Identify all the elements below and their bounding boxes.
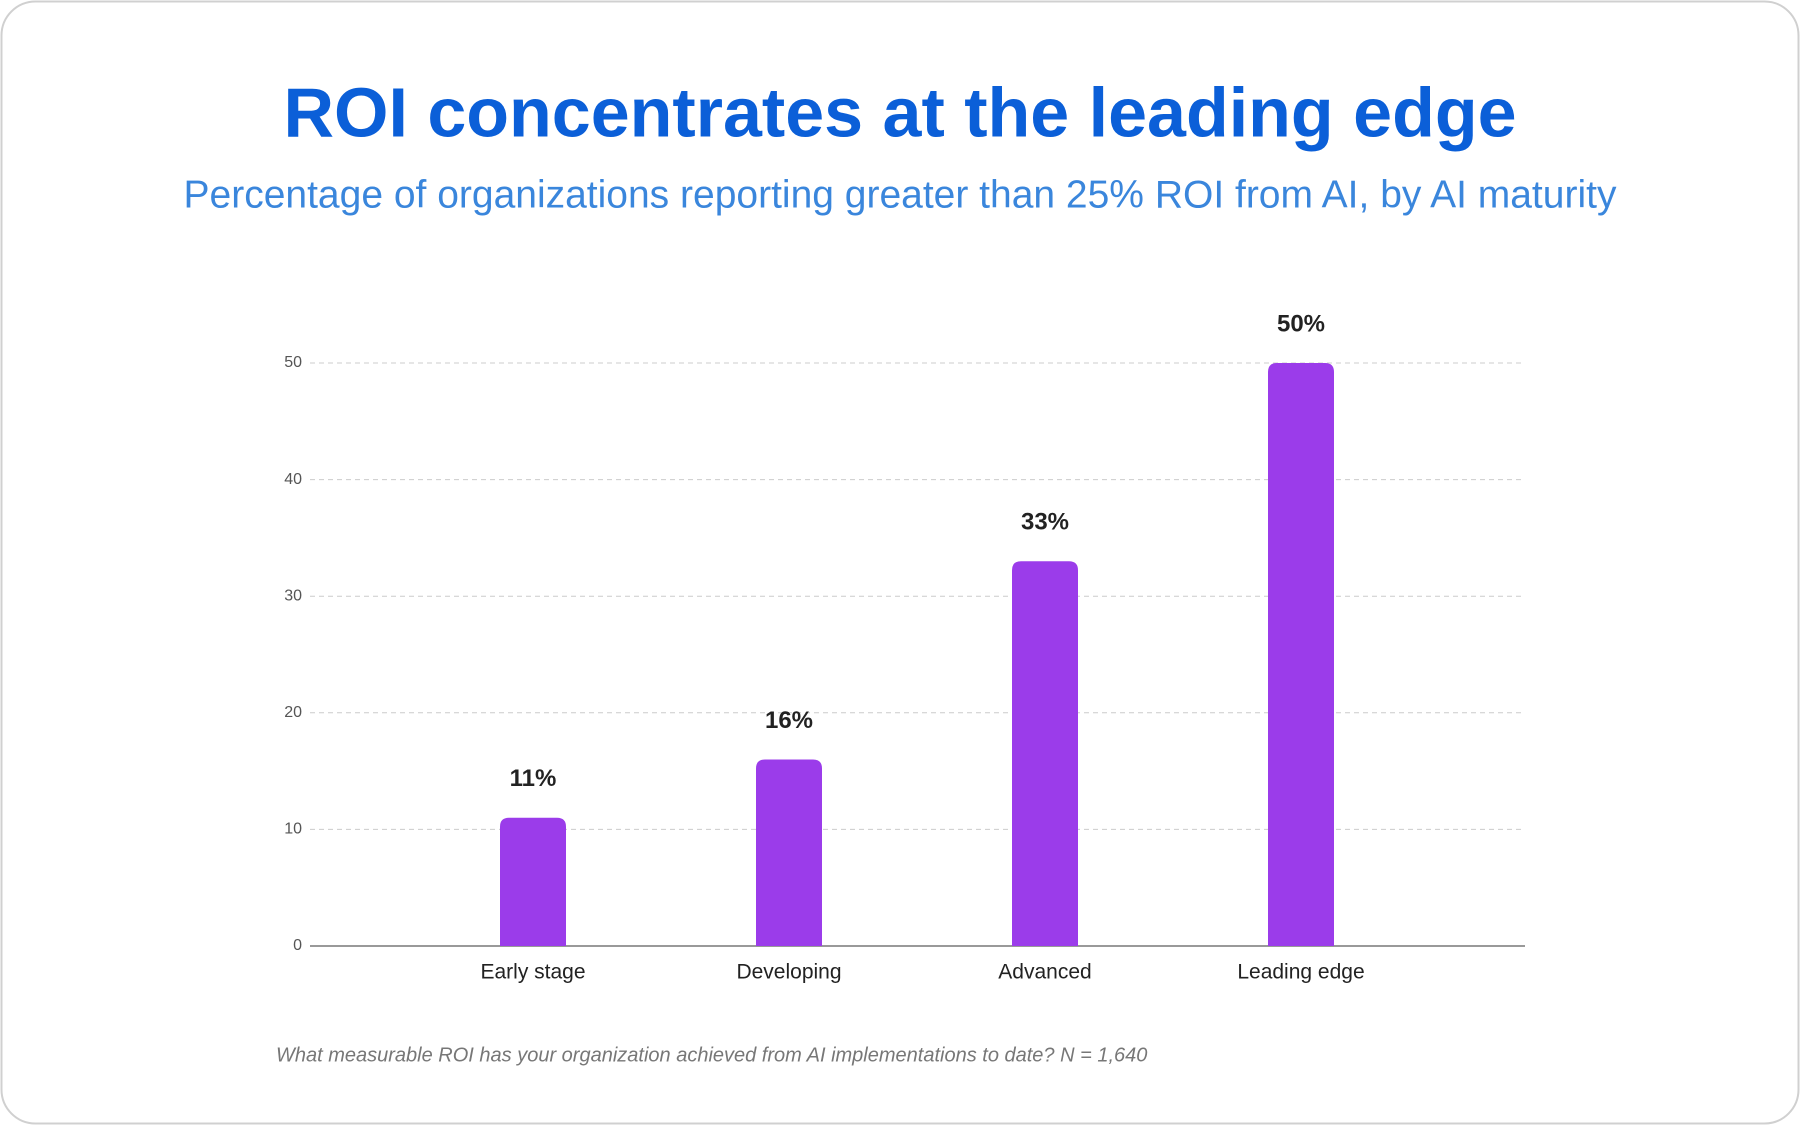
bar xyxy=(1268,363,1334,946)
value-label: 11% xyxy=(510,765,557,792)
bar xyxy=(500,817,566,946)
value-label: 16% xyxy=(765,707,813,734)
y-tick-label: 50 xyxy=(284,354,302,371)
chart-title: ROI concentrates at the leading edge xyxy=(283,73,1516,151)
y-tick-label: 20 xyxy=(284,704,302,721)
bar xyxy=(1012,561,1078,946)
x-tick-label: Advanced xyxy=(998,961,1091,984)
y-tick-label: 0 xyxy=(293,937,302,954)
bar xyxy=(756,759,822,946)
y-tick-label: 40 xyxy=(284,471,302,488)
x-tick-label: Early stage xyxy=(480,961,585,984)
value-label: 50% xyxy=(1277,310,1325,337)
y-tick-label: 30 xyxy=(284,587,302,604)
x-tick-label: Leading edge xyxy=(1237,961,1364,984)
value-label: 33% xyxy=(1021,509,1069,536)
chart-subtitle: Percentage of organizations reporting gr… xyxy=(184,173,1617,216)
y-tick-label: 10 xyxy=(284,821,302,838)
x-tick-label: Developing xyxy=(736,961,841,984)
footnote: What measurable ROI has your organizatio… xyxy=(276,1044,1147,1066)
